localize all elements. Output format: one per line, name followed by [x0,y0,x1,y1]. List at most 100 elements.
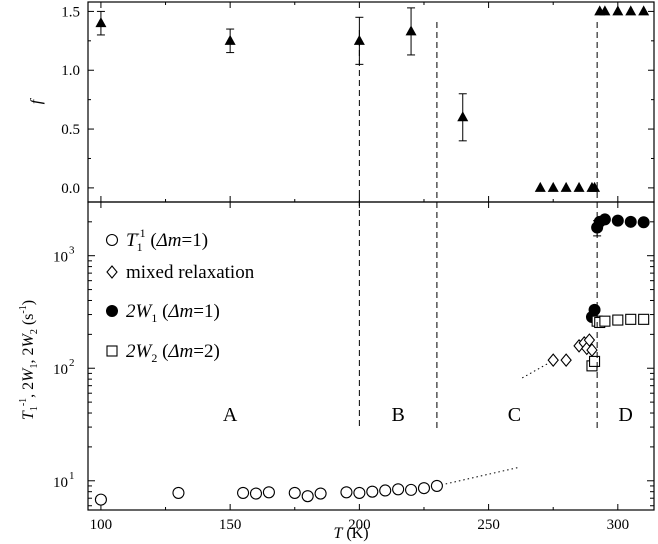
legend-marker [107,266,117,278]
circle-marker [589,304,601,316]
y-tick-exponent: 2 [69,357,75,369]
bottom-data-point [431,480,442,491]
region-labels: A B C D [223,404,633,426]
top-axis-ticks: 0.00.51.01.5 [61,2,654,202]
legend-superscript: -1 [136,226,146,240]
legend-marker [107,346,117,356]
top-data-point [535,182,546,192]
legend-tail: =1) [182,230,209,251]
triangle-marker [574,182,585,192]
bottom-data-point [341,487,352,498]
bottom-data-point [600,316,610,326]
triangle-marker [406,25,417,35]
circle-marker [367,486,378,497]
bottom-data-point [315,488,326,499]
top-data-point [457,111,468,121]
bottom-data-point [590,356,600,366]
legend-marker [106,305,118,317]
triangle-marker [625,5,636,15]
legend-suffix: ( [157,301,168,322]
region-label-a: A [223,404,238,426]
bottom-data-point [393,484,404,495]
circle-marker [263,487,274,498]
square-marker [626,314,636,324]
top-data-point [548,182,559,192]
top-data-point [625,5,636,15]
legend-suffix: ( [146,230,157,251]
legend-delta-m: Δm [167,301,193,322]
circle-marker [393,484,404,495]
legend-label: 2W1 (Δm=1) [126,301,220,325]
top-y-tick-label: 0.5 [61,122,80,138]
square-marker [600,316,610,326]
circle-marker [638,216,650,228]
circle-marker [250,488,261,499]
legend-text: mixed relaxation [126,262,255,283]
top-data-point [561,182,572,192]
y-tick-base: 10 [53,362,68,378]
legend-subscript: 1 [137,240,143,254]
diamond-marker [548,354,558,366]
circle-marker [418,483,429,494]
legend-marker [107,235,118,246]
top-plot-frame [88,2,654,202]
dotted-trend-line [437,467,520,486]
x-axis-title: T (K) [333,525,368,542]
square-marker [639,314,649,324]
bottom-data-point [626,314,636,324]
bottom-data-point [638,216,650,228]
bottom-data-point [625,216,637,228]
triangle-marker [457,111,468,121]
top-data-point [95,17,106,27]
bottom-data-point [589,304,601,316]
legend-prefix: 2W [126,301,154,322]
triangle-marker [95,17,106,27]
triangle-marker [548,182,559,192]
y-tick-base: 10 [53,475,68,491]
legend-item: mixed relaxation [107,262,255,283]
legend-label: T1-1 (Δm=1) [126,226,208,254]
bottom-data-point [613,315,623,325]
triangle-marker [561,182,572,192]
top-data-points [95,5,649,191]
bottom-data-point [367,486,378,497]
circle-marker [341,487,352,498]
bottom-trend-lines [437,361,553,486]
y-tick-label: 10 3 [53,245,75,266]
bottom-data-point [263,487,274,498]
bottom-data-point [639,314,649,324]
region-label-d: D [618,404,632,426]
triangle-marker [535,182,546,192]
top-y-tick-label: 1.0 [61,63,80,79]
legend-delta-m: Δm [167,341,193,362]
circle-marker [625,216,637,228]
circle-marker [354,487,365,498]
triangle-marker [612,5,623,15]
diamond-marker [107,266,117,278]
bottom-data-point [95,494,106,505]
triangle-marker [225,35,236,45]
legend-prefix: 2W [126,341,154,362]
circle-marker [612,215,624,227]
circle-marker [315,488,326,499]
legend-item: T1-1 (Δm=1) [107,226,209,254]
square-marker [107,346,117,356]
y-tick-exponent: 3 [69,245,75,257]
bottom-data-point [599,213,611,225]
bottom-data-point [612,215,624,227]
top-data-point [406,25,417,35]
circle-marker [106,305,118,317]
top-data-point [638,5,649,15]
top-y-tick-label: 0.0 [61,181,80,197]
dotted-trend-line [522,361,553,378]
legend-tail: =1) [193,301,220,322]
bottom-data-point [302,491,313,502]
circle-marker [107,235,118,246]
bottom-data-point [380,485,391,496]
y-tick-label: 10 1 [53,470,75,491]
x-tick-label: 100 [90,517,113,533]
circle-marker [302,491,313,502]
y-tick-exponent: 1 [69,470,75,482]
